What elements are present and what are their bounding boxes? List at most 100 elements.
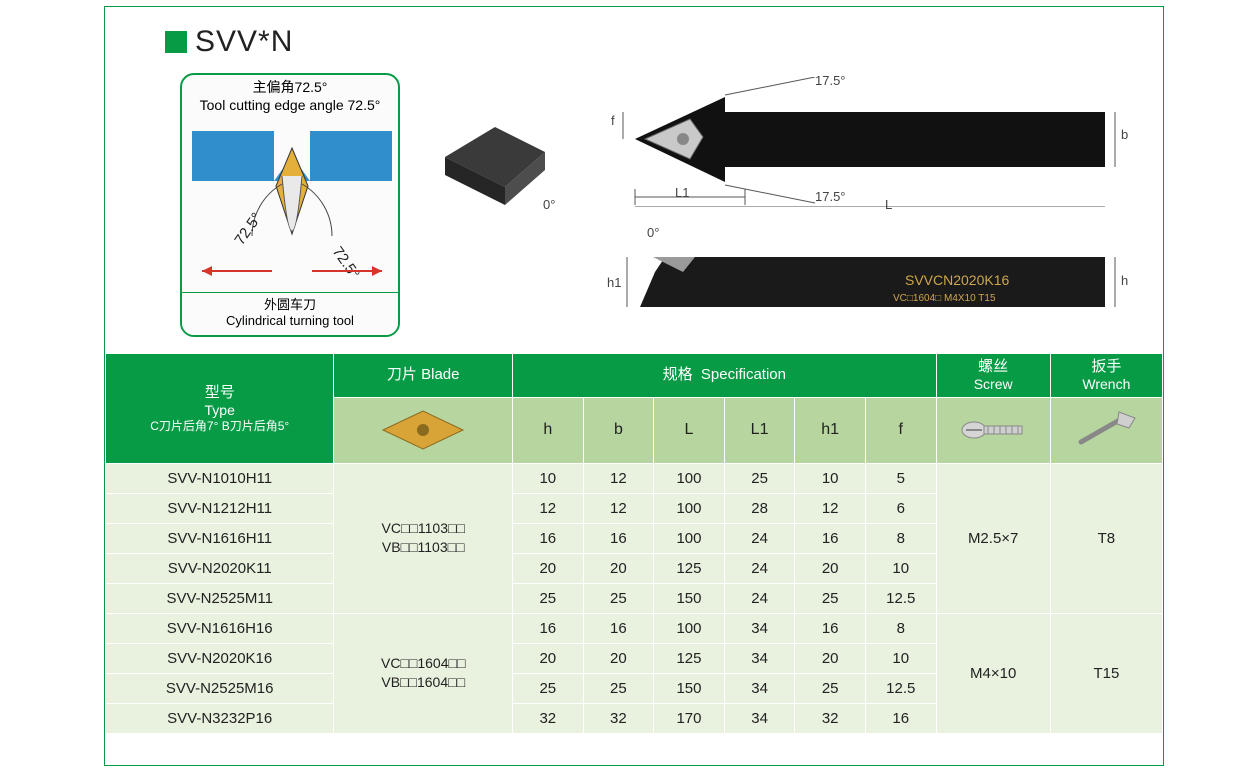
cell-L1: 25 bbox=[724, 463, 795, 493]
datasheet-page: SVV*N 主偏角72.5° Tool cutting edge angle 7… bbox=[104, 6, 1164, 766]
cell-L: 100 bbox=[654, 493, 725, 523]
cell-type: SVV-N2525M16 bbox=[106, 673, 334, 703]
cell-L: 100 bbox=[654, 613, 725, 643]
dim-b: b bbox=[1121, 127, 1128, 142]
cell-L1: 24 bbox=[724, 583, 795, 613]
cell-b: 32 bbox=[583, 703, 654, 733]
table-header-row-1: 型号 Type C刀片后角7° B刀片后角5° 刀片 Blade 规格 Spec… bbox=[106, 354, 1163, 398]
cell-h: 16 bbox=[513, 613, 584, 643]
cell-L1: 34 bbox=[724, 613, 795, 643]
cell-L: 100 bbox=[654, 523, 725, 553]
dim-h: h bbox=[1121, 273, 1128, 288]
cell-L: 150 bbox=[654, 673, 725, 703]
table-row: SVV-N1010H11VC□□1103□□VB□□1103□□10121002… bbox=[106, 463, 1163, 493]
cell-h: 20 bbox=[513, 643, 584, 673]
col-L: L bbox=[654, 397, 725, 463]
blade-icon bbox=[378, 408, 468, 452]
screw-image-cell bbox=[936, 397, 1050, 463]
table-body: SVV-N1010H11VC□□1103□□VB□□1103□□10121002… bbox=[106, 463, 1163, 733]
col-f: f bbox=[865, 397, 936, 463]
hdr-screw: 螺丝 Screw bbox=[936, 354, 1050, 398]
col-h1: h1 bbox=[795, 397, 866, 463]
cell-b: 16 bbox=[583, 523, 654, 553]
hdr-spec: 规格 Specification bbox=[513, 354, 937, 398]
cell-b: 12 bbox=[583, 493, 654, 523]
ang-top: 17.5° bbox=[815, 73, 846, 88]
angle-bottom-en: Cylindrical turning tool bbox=[226, 313, 354, 328]
cell-L: 125 bbox=[654, 553, 725, 583]
tool-side-view: SVVCN2020K16 VC□1604□ M4X10 T15 0° h1 h bbox=[605, 227, 1133, 347]
cell-f: 10 bbox=[865, 553, 936, 583]
col-b: b bbox=[583, 397, 654, 463]
cell-L1: 24 bbox=[724, 523, 795, 553]
cell-h: 10 bbox=[513, 463, 584, 493]
cell-h: 25 bbox=[513, 673, 584, 703]
cell-b: 25 bbox=[583, 583, 654, 613]
hdr-type-note: C刀片后角7° B刀片后角5° bbox=[106, 419, 333, 433]
cell-f: 8 bbox=[865, 523, 936, 553]
cell-b: 12 bbox=[583, 463, 654, 493]
zero-deg-a: 0° bbox=[543, 197, 555, 212]
cell-f: 10 bbox=[865, 643, 936, 673]
wrench-icon bbox=[1071, 410, 1141, 450]
cell-h: 20 bbox=[513, 553, 584, 583]
cell-h: 12 bbox=[513, 493, 584, 523]
hdr-blade-cn: 刀片 bbox=[387, 366, 417, 383]
cell-b: 20 bbox=[583, 553, 654, 583]
cell-type: SVV-N1616H11 bbox=[106, 523, 334, 553]
angle-bottom-cn: 外圆车刀 bbox=[264, 297, 316, 312]
hdr-blade: 刀片 Blade bbox=[334, 354, 513, 398]
title-text: SVV*N bbox=[195, 25, 293, 59]
cell-L: 170 bbox=[654, 703, 725, 733]
angle-left-label: 72.5° bbox=[231, 210, 265, 249]
hdr-screw-en: Screw bbox=[937, 376, 1050, 393]
cell-f: 16 bbox=[865, 703, 936, 733]
cell-type: SVV-N2020K11 bbox=[106, 553, 334, 583]
cell-L1: 24 bbox=[724, 553, 795, 583]
angle-caption-top: 主偏角72.5° Tool cutting edge angle 72.5° bbox=[182, 75, 398, 116]
hdr-wrench-cn: 扳手 bbox=[1051, 358, 1162, 376]
cell-L: 125 bbox=[654, 643, 725, 673]
hdr-screw-cn: 螺丝 bbox=[937, 358, 1050, 376]
cell-wrench: T8 bbox=[1050, 463, 1162, 613]
cell-L1: 34 bbox=[724, 673, 795, 703]
cell-h1: 20 bbox=[795, 553, 866, 583]
cell-type: SVV-N2525M11 bbox=[106, 583, 334, 613]
cell-f: 12.5 bbox=[865, 583, 936, 613]
cell-L1: 28 bbox=[724, 493, 795, 523]
wrench-image-cell bbox=[1050, 397, 1162, 463]
cell-h1: 12 bbox=[795, 493, 866, 523]
cell-h1: 32 bbox=[795, 703, 866, 733]
ang-bot: 17.5° bbox=[815, 189, 846, 204]
cell-f: 12.5 bbox=[865, 673, 936, 703]
cell-h1: 10 bbox=[795, 463, 866, 493]
cell-L: 150 bbox=[654, 583, 725, 613]
hdr-type: 型号 Type C刀片后角7° B刀片后角5° bbox=[106, 354, 334, 464]
cell-type: SVV-N3232P16 bbox=[106, 703, 334, 733]
blade-image-cell bbox=[334, 397, 513, 463]
angle-diagram-panel: 主偏角72.5° Tool cutting edge angle 72.5° 7… bbox=[180, 73, 400, 337]
cell-screw: M4×10 bbox=[936, 613, 1050, 733]
cell-h1: 25 bbox=[795, 583, 866, 613]
cell-h: 25 bbox=[513, 583, 584, 613]
page-title: SVV*N bbox=[165, 25, 293, 59]
cell-blade: VC□□1604□□VB□□1604□□ bbox=[334, 613, 513, 733]
cell-h1: 25 bbox=[795, 673, 866, 703]
cell-type: SVV-N1010H11 bbox=[106, 463, 334, 493]
cell-L1: 34 bbox=[724, 703, 795, 733]
dim-L1: L1 bbox=[675, 185, 689, 200]
table-row: SVV-N1616H16VC□□1604□□VB□□1604□□16161003… bbox=[106, 613, 1163, 643]
cell-f: 8 bbox=[865, 613, 936, 643]
cell-h1: 16 bbox=[795, 613, 866, 643]
dim-f: f bbox=[611, 113, 615, 128]
cell-screw: M2.5×7 bbox=[936, 463, 1050, 613]
side-engrave-sub: VC□1604□ M4X10 T15 bbox=[893, 293, 996, 304]
cell-b: 16 bbox=[583, 613, 654, 643]
cell-h1: 20 bbox=[795, 643, 866, 673]
zero-deg-b: 0° bbox=[647, 225, 659, 240]
cell-type: SVV-N1616H16 bbox=[106, 613, 334, 643]
cell-f: 5 bbox=[865, 463, 936, 493]
screw-icon bbox=[958, 412, 1028, 448]
cell-h: 32 bbox=[513, 703, 584, 733]
angle-caption-en: Tool cutting edge angle 72.5° bbox=[200, 97, 381, 113]
